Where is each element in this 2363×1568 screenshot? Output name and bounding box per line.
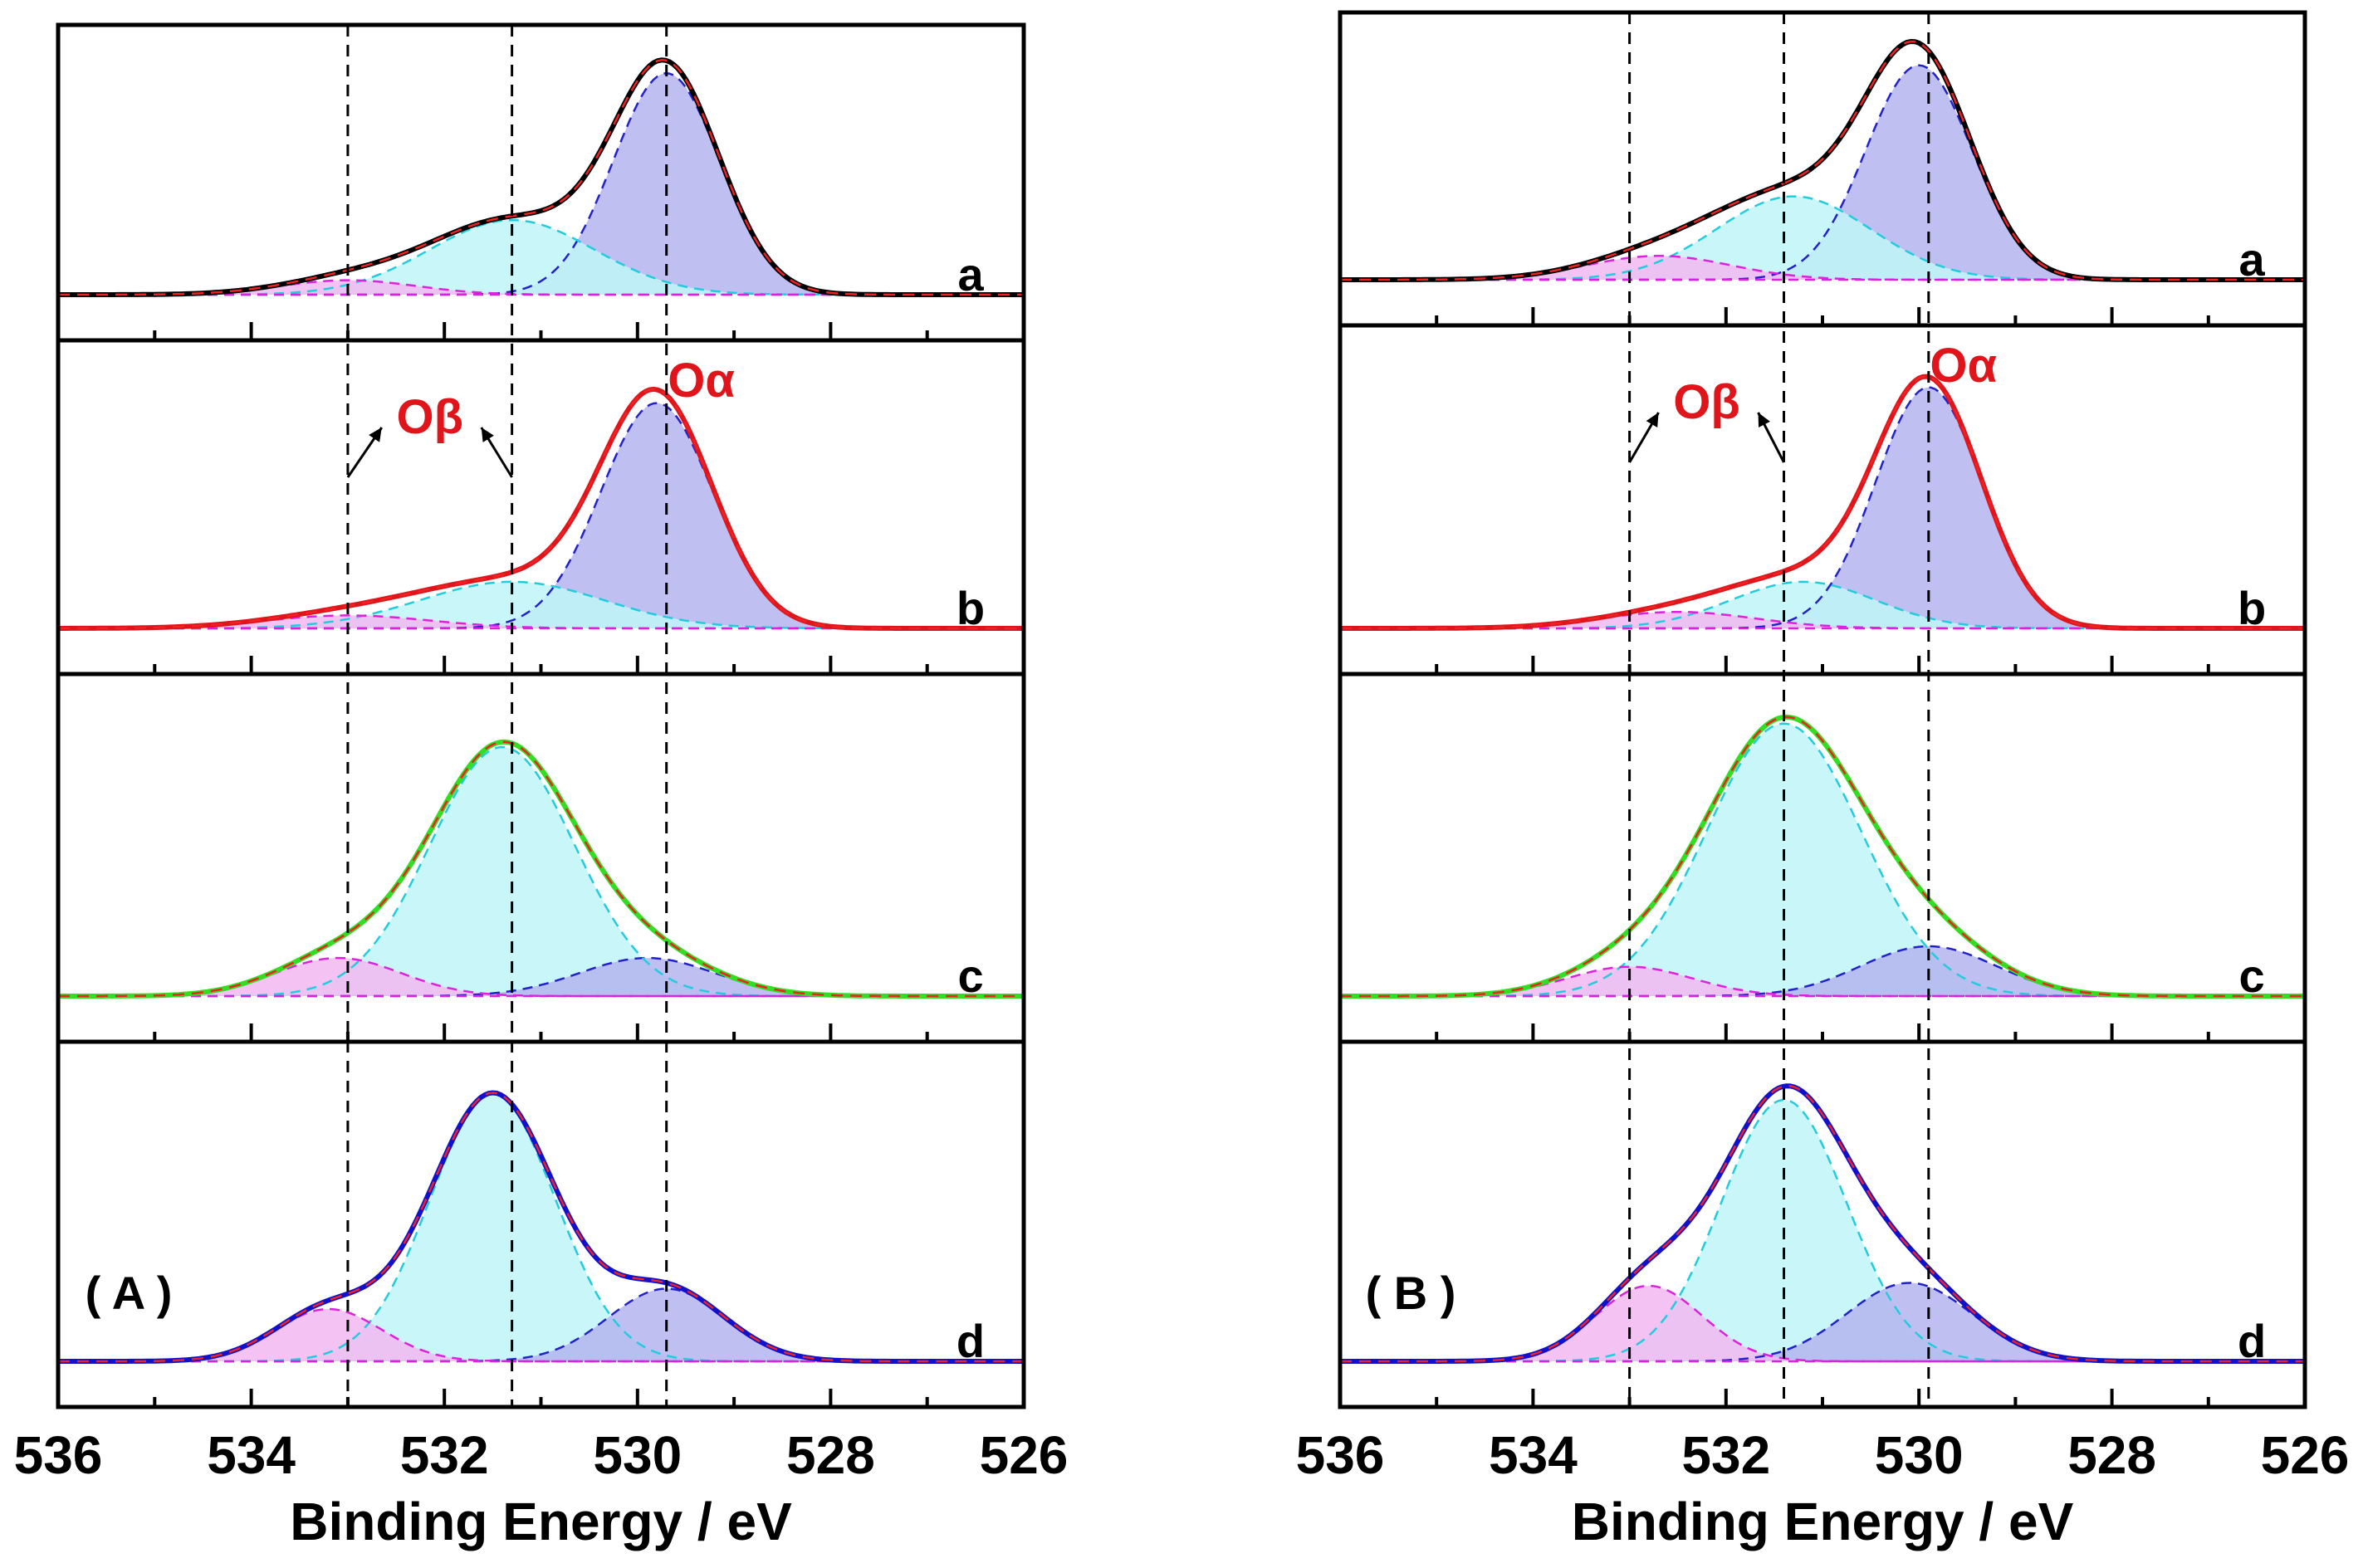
chart-b-figure-label: ( B ) [1366, 1267, 1456, 1319]
chart-a-panel-c-gamma-area [58, 958, 1024, 996]
chart-b-x-tick-label: 526 [2261, 1425, 2350, 1485]
chart-b-x-axis-title: Binding Energy / eV [1572, 1492, 2074, 1551]
chart-b-panel-a: a [1338, 10, 2307, 328]
chart-b-panel-a-gamma-component [1340, 255, 2305, 281]
chart-a-x-tick-label: 532 [400, 1425, 489, 1485]
chart-a-panel-d-alpha-component [58, 1287, 1024, 1363]
chart-b-panel-b-beta-area [1340, 581, 2305, 628]
chart-b-panel-a-fit [1340, 40, 2305, 281]
chart-a-panel-b-fit [58, 388, 1024, 630]
chart-a-panel-b: b [56, 338, 1026, 677]
chart-a-curve-label-b: b [956, 582, 985, 634]
chart-b-panel-a-gamma-area [1340, 256, 2305, 280]
chart-b-panel-b: b [1338, 323, 2307, 677]
chart-b-curve-label-d: d [2238, 1315, 2266, 1367]
chart-a-panel-d-beta-component [58, 1092, 1024, 1363]
chart-b-o-beta-label: Oβ [1673, 375, 1740, 429]
chart-a-panel-a: a [56, 22, 1026, 343]
chart-a-group: a b c d Oβ Oα ( A ) 536 534 532 530 528 526 Binding E… [14, 22, 1069, 1551]
chart-a-x-tick-label: 530 [593, 1425, 682, 1485]
chart-b-panel-b-gamma-area [1340, 612, 2305, 628]
chart-a-panel-c-beta-area [58, 747, 1024, 996]
chart-b-curve-label-a: a [2239, 233, 2266, 286]
chart-b-curve-label-c: c [2239, 950, 2265, 1002]
chart-a-o-beta-label: Oβ [396, 390, 463, 444]
chart-a-curve-label-c: c [957, 950, 983, 1002]
chart-a-x-tick-label: 526 [980, 1425, 1069, 1485]
chart-b-o-alpha-label: Oα [1930, 339, 1997, 393]
chart-b-x-tick-label: 528 [2067, 1425, 2156, 1485]
chart-a-panel-c: c [56, 672, 1026, 1044]
chart-b-panel-d: d [1338, 1039, 2307, 1409]
chart-b-o-beta-arrowhead [1646, 413, 1659, 427]
chart-a-x-tick-label: 528 [786, 1425, 875, 1485]
chart-b-panel-d-beta-area [1340, 1100, 2305, 1361]
chart-b-panel-d-alpha-component [1340, 1282, 2305, 1363]
chart-a-panel-a-fit [58, 59, 1024, 296]
chart-a-panel-c-fit [58, 740, 1024, 998]
chart-b-panel-b-fit [1340, 375, 2305, 630]
chart-b-panel-d-fit [1340, 1085, 2305, 1363]
chart-b-panel-d-gamma-area [1340, 1286, 2305, 1361]
chart-b-x-tick-label: 532 [1681, 1425, 1770, 1485]
chart-a-panel-d-gamma-area [58, 1309, 1024, 1361]
chart-a-panel-d-beta-area [58, 1094, 1024, 1361]
chart-a-panel-d-fit [58, 1092, 1024, 1363]
chart-b-group: a b c d Oβ Oα ( B ) 536 534 532 530 528 526 Binding E… [1296, 10, 2350, 1551]
chart-b-x-tick-label: 534 [1489, 1425, 1578, 1485]
chart-a-panel-c-alpha-area [58, 958, 1024, 996]
chart-b-panel-c-alpha-area [1340, 946, 2305, 996]
chart-b-panel-c: c [1338, 672, 2307, 1044]
chart-a-panel-a-beta-area [58, 220, 1024, 295]
chart-a-panel-b-beta-area [58, 581, 1024, 628]
chart-b-panel-c-gamma-area [1340, 966, 2305, 996]
chart-b-x-tick-label: 530 [1875, 1425, 1964, 1485]
chart-a-o-beta-arrowhead [481, 427, 494, 442]
chart-b-panel-a-beta-component [1340, 195, 2305, 281]
chart-a-o-beta-arrowhead [369, 427, 382, 442]
chart-a-x-tick-label: 534 [207, 1425, 296, 1485]
chart-a-x-tick-label: 536 [14, 1425, 103, 1485]
chart-b-panel-a-beta-area [1340, 196, 2305, 280]
chart-a-panel-d: d [56, 1039, 1026, 1409]
chart-a-x-axis-title: Binding Energy / eV [290, 1492, 792, 1551]
chart-a-curve-label-d: d [956, 1315, 985, 1367]
chart-a-figure-label: ( A ) [86, 1267, 173, 1319]
chart-a-o-alpha-label: Oα [668, 354, 735, 408]
chart-b-x-tick-label: 536 [1296, 1425, 1385, 1485]
chart-b-curve-label-b: b [2238, 582, 2266, 634]
chart-b-panel-d-alpha-area [1340, 1282, 2305, 1361]
chart-b-o-beta-arrowhead [1758, 413, 1770, 427]
chart-a-curve-label-a: a [957, 248, 984, 300]
chart-b-panel-c-fit [1340, 716, 2305, 998]
chart-b-panel-c-beta-area [1340, 723, 2305, 996]
